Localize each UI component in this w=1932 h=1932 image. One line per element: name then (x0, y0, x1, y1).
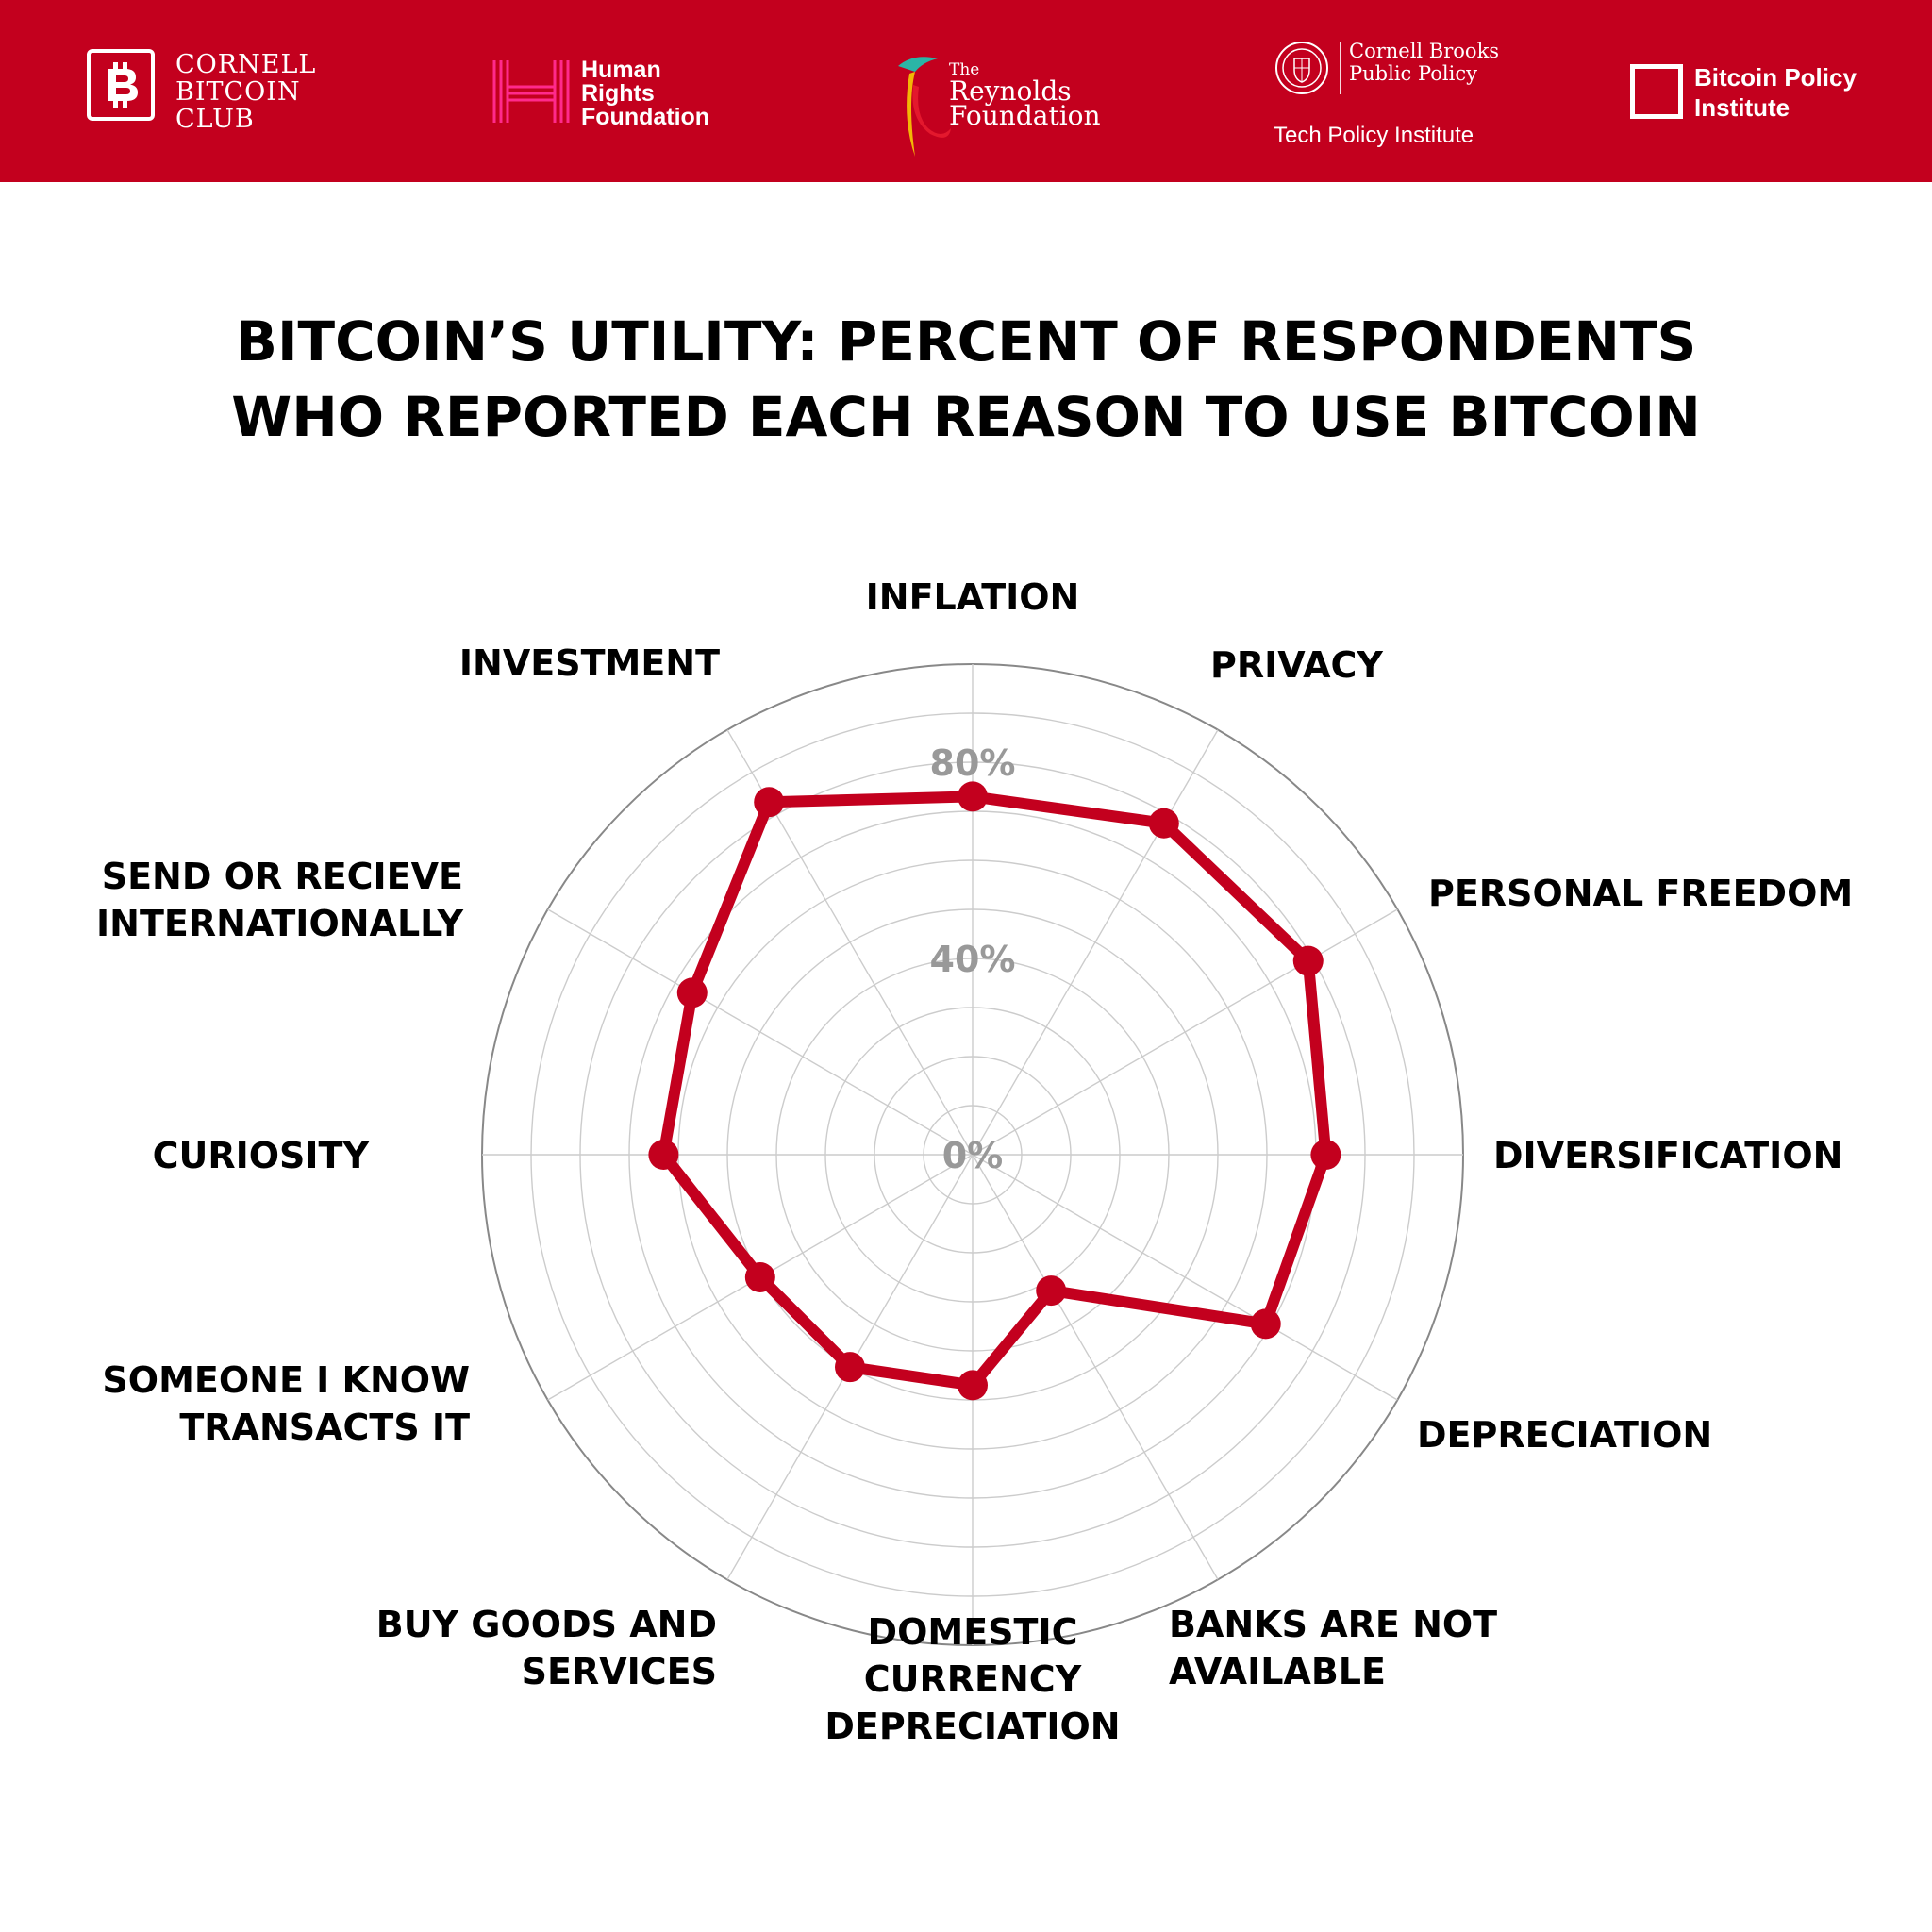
category-label-line: DEPRECIATION (824, 1706, 1120, 1747)
category-label: DOMESTIC CURRENCY DEPRECIATION (824, 1611, 1120, 1747)
hrf-h-icon (492, 60, 570, 123)
category-label-line: INFLATION (866, 576, 1080, 618)
data-point (958, 781, 988, 812)
tick-label: 80% (930, 742, 1016, 784)
header-banner: CORNELL BITCOIN CLUB Human Rights Founda… (0, 0, 1932, 182)
data-point (648, 1140, 679, 1170)
category-label-line: DEPRECIATION (1417, 1414, 1712, 1456)
data-point (1310, 1140, 1341, 1170)
reynolds-ribbon-icon (898, 57, 951, 157)
hrf-line-2: Rights (581, 80, 655, 107)
tech-policy-institute: Tech Policy Institute (1274, 123, 1474, 148)
tick-label: 0% (942, 1135, 1004, 1176)
bpi-line-1: Bitcoin Policy (1694, 63, 1857, 92)
spoke-line (972, 1154, 1398, 1401)
category-label: BANKS ARE NOT AVAILABLE (1169, 1604, 1497, 1692)
bpi-line-2: Institute (1694, 93, 1790, 122)
category-label-line: CURIOSITY (153, 1135, 370, 1176)
rf-line-2: Foundation (949, 100, 1101, 131)
category-label: BUY GOODS AND SERVICES (376, 1604, 717, 1692)
data-point (676, 977, 708, 1008)
radial-tick-labels: 0% 40% 80% (930, 742, 1016, 1176)
category-label-line: INTERNATIONALLY (96, 903, 463, 944)
cbpp-divider (1340, 42, 1341, 94)
category-label-line: BUY GOODS AND (376, 1604, 717, 1645)
category-label: SEND OR RECIEVE INTERNATIONALLY (96, 856, 463, 944)
hrf-line-1: Human (581, 57, 661, 83)
data-point (1148, 808, 1179, 839)
category-label-line: TRANSACTS IT (179, 1407, 470, 1448)
category-label-line: SERVICES (522, 1651, 717, 1692)
spoke-line (972, 1154, 1219, 1580)
spoke-line (547, 908, 974, 1156)
data-point (1036, 1275, 1067, 1307)
hrf-line-3: Foundation (581, 104, 710, 130)
spoke-line (972, 908, 1398, 1156)
tick-label: 40% (930, 939, 1016, 980)
category-label: CURIOSITY (153, 1135, 370, 1176)
category-label-line: PERSONAL FREEDOM (1428, 873, 1853, 914)
data-point (1292, 945, 1324, 976)
category-label-line: SOMEONE I KNOW (102, 1359, 470, 1401)
bpi-square-icon (1630, 64, 1683, 119)
series-layer (648, 781, 1341, 1401)
category-label: PERSONAL FREEDOM (1428, 873, 1853, 914)
category-label: INVESTMENT (459, 642, 720, 684)
category-label: PRIVACY (1210, 644, 1383, 686)
category-label-line: DOMESTIC (868, 1611, 1078, 1653)
cbc-line-1: CORNELL (175, 50, 317, 79)
category-label: DIVERSIFICATION (1493, 1135, 1842, 1176)
category-label-line: DIVERSIFICATION (1493, 1135, 1842, 1176)
bitcoin-icon (87, 49, 155, 121)
chart-title-line-2: WHO REPORTED EACH REASON TO USE BITCOIN (231, 385, 1701, 449)
category-label-line: SEND OR RECIEVE (102, 856, 463, 897)
category-labels: INFLATION PRIVACY PERSONAL FREEDOM DIVERSIF… (96, 576, 1853, 1747)
cornell-seal-icon (1275, 42, 1328, 94)
data-point (835, 1352, 865, 1383)
spoke-line (972, 729, 1219, 1156)
cbpp-line-1: Cornell Brooks (1349, 40, 1500, 62)
category-label: SOMEONE I KNOW TRANSACTS IT (102, 1359, 470, 1448)
data-point (958, 1370, 988, 1401)
cbc-line-2: BITCOIN (175, 77, 301, 107)
cbpp-line-2: Public Policy (1349, 62, 1477, 85)
category-label-line: INVESTMENT (459, 642, 720, 684)
series-line (658, 791, 1332, 1391)
category-label: DEPRECIATION (1417, 1414, 1712, 1456)
category-label-line: AVAILABLE (1169, 1651, 1386, 1692)
data-point (754, 787, 785, 818)
data-point (1250, 1308, 1281, 1340)
category-label-line: PRIVACY (1210, 644, 1383, 686)
category-label: INFLATION (866, 576, 1080, 618)
radar-grid (481, 663, 1464, 1646)
chart-title-line-1: BITCOIN’S UTILITY: PERCENT OF RESPONDENT… (235, 309, 1697, 374)
rf-line-1: Reynolds (949, 75, 1072, 107)
cbc-line-3: CLUB (175, 105, 255, 134)
category-label-line: BANKS ARE NOT (1169, 1604, 1497, 1645)
data-point (744, 1262, 775, 1292)
chart-title: BITCOIN’S UTILITY: PERCENT OF RESPONDENT… (0, 304, 1932, 455)
rf-small-text: The (949, 60, 980, 79)
category-label-line: CURRENCY (864, 1658, 1082, 1700)
